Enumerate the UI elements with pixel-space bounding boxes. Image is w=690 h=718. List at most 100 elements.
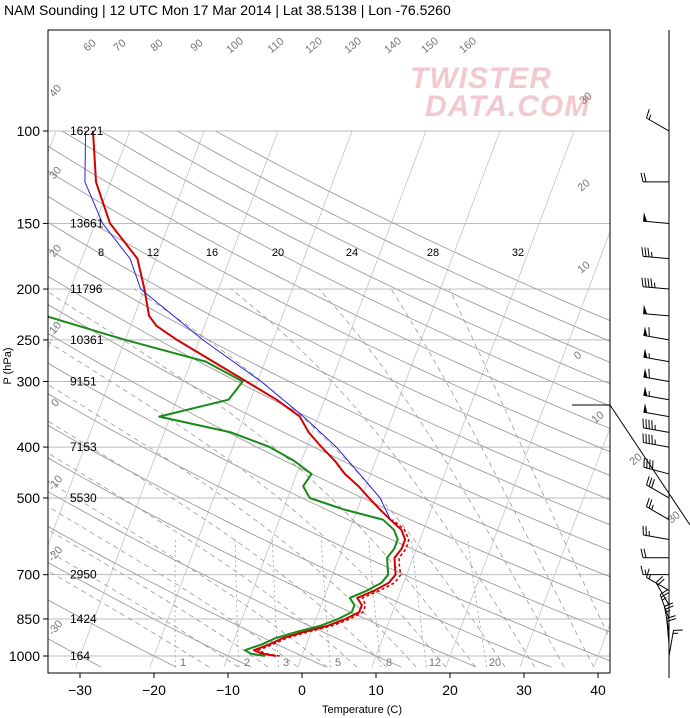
barb-shaft [643,411,670,418]
mixing-ratio-label-5: 5 [335,657,341,669]
mixing-ratio-12 [411,539,427,668]
wind-barb-325 [643,386,670,401]
barb-shaft [643,255,670,260]
isotherm-label-24: 24 [346,247,358,259]
mixing-ratio-label-8: 8 [386,657,392,669]
mixing-ratio-2 [234,539,240,668]
moist-adiabat-20 [48,341,447,668]
mixing-ratio-label-2: 2 [244,657,250,669]
wind-barb-225 [643,304,670,317]
barb-shaft [643,442,670,448]
barb-flag [643,348,648,358]
barb-full [641,247,644,257]
height-label-700: 2950 [70,568,97,582]
dry-adiabat-90 [48,248,610,526]
moist-adiabat-40 [390,288,595,668]
barb-full [641,277,644,287]
temp-tick-label-0: 0 [298,682,306,698]
barb-full [646,568,650,578]
isotherm-label-12: 12 [147,247,159,259]
wind-barb-125 [640,172,669,183]
barb-shaft [655,582,670,606]
dry-adiabat-40 [48,393,610,662]
dry-adiabat-20 [48,457,477,668]
virtual-temperature-line [257,519,410,657]
wind-panel [572,30,690,678]
watermark-line-1: TWISTER [410,62,552,95]
height-label-300: 9151 [70,374,97,388]
temp-tick-label-30: 30 [516,682,532,698]
barb-full [647,247,650,257]
isotherm-label-28: 28 [427,247,439,259]
barb-shaft [643,466,670,475]
barb-full [659,589,669,595]
wind-barb-850 [659,589,670,620]
barb-shaft [666,618,670,645]
barb-shaft [643,376,670,382]
barb-full [655,576,664,583]
mixing-ratio-8 [368,539,382,668]
parcel-line [84,130,391,520]
pressure-tick-label-700: 700 [17,567,41,583]
temp-tick-label--20: −20 [142,682,166,698]
barb-half [651,504,654,510]
isotherm--30 [75,130,279,668]
plot-frame [47,29,611,674]
barb-full [643,548,647,558]
barb-half [661,597,667,601]
dry-adiabat-10 [48,491,402,668]
pressure-tick-label-250: 250 [17,332,41,348]
barb-half [665,609,671,613]
barb-half [653,282,656,288]
dry-adiabat-130 [48,145,610,430]
barb-full [640,548,644,558]
barb-flag [643,386,648,396]
barb-full [660,591,670,598]
barb-full [644,277,647,288]
pressure-tick-label-850: 850 [17,611,41,627]
barb-full [646,109,650,119]
moist-adiabat-0 [48,506,299,668]
dry-adiabat-100 [48,221,610,501]
moist-adiabat--4 [48,529,269,668]
temp-tick-label--10: −10 [216,682,240,698]
wind-barb-100 [646,109,670,132]
dry-adiabat-50 [48,362,610,633]
wind-barb-950 [666,615,676,645]
isotherm-0 [297,130,501,668]
temp-tick-label--30: −30 [68,682,92,698]
dry-adiabat-160 [138,130,610,363]
barb-shaft [643,394,670,401]
barb-full [650,278,653,288]
moist-adiabat-16 [48,384,417,668]
wind-barb-450 [643,457,670,475]
isotherm--40 [48,130,205,546]
mixing-ratio-label-3: 3 [283,657,289,669]
height-label-100: 16221 [70,124,104,138]
wind-barb-275 [643,348,670,363]
pressure-tick-label-300: 300 [17,373,41,389]
wind-barb-350 [643,403,670,418]
dry-adiabat--10 [48,562,252,668]
barb-shaft [646,576,670,591]
wind-barb-150 [643,212,670,224]
dry-adiabat-140 [62,130,610,407]
isotherm-30 [519,426,610,668]
wind-barb-600 [642,525,670,541]
mixing-ratio-3 [271,539,279,668]
mixing-ratio-5 [320,539,331,668]
moist-adiabat-44 [448,288,610,641]
barb-flag [643,326,648,337]
wind-barb-800 [655,576,670,606]
wind-barb-500 [646,476,670,499]
wind-barb-300 [643,368,670,382]
wind-barb-175 [641,247,670,260]
barb-full [651,479,655,489]
pressure-tick-label-1000: 1000 [9,648,40,664]
height-label-1000: 164 [70,649,90,663]
barb-shaft [643,427,670,433]
y-axis-label: P (hPa) [2,347,14,384]
isotherm-10 [371,130,575,668]
temp-tick-label-40: 40 [590,682,606,698]
